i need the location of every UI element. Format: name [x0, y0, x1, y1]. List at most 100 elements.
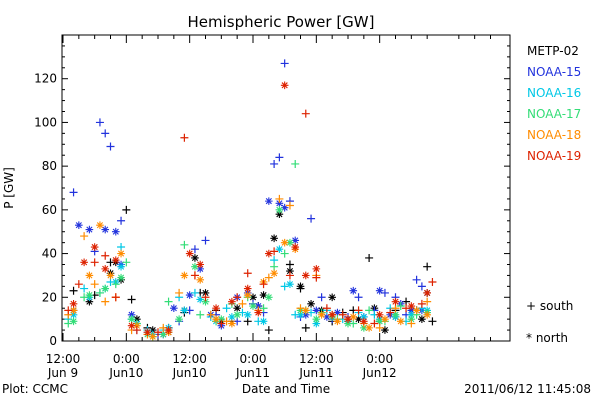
south-point	[375, 323, 384, 332]
north-point	[275, 199, 284, 208]
north-point	[312, 265, 321, 273]
north-point	[407, 310, 416, 319]
south-point	[428, 277, 437, 286]
north-point	[111, 227, 120, 236]
north-point	[85, 291, 94, 299]
north-point	[101, 284, 110, 293]
south-point	[275, 194, 284, 203]
south-point	[423, 297, 432, 306]
north-point	[133, 315, 141, 323]
north-point	[148, 332, 157, 341]
south-point	[217, 319, 226, 328]
south-point	[127, 295, 136, 304]
north-point	[254, 308, 263, 317]
x-tick-date: Jun12	[362, 366, 397, 380]
north-point	[407, 302, 416, 310]
north-point	[280, 203, 289, 212]
north-point	[354, 315, 363, 323]
south-point	[90, 258, 99, 267]
south-point	[238, 299, 247, 308]
south-point	[264, 326, 273, 335]
y-tick-label: 20	[42, 290, 57, 304]
legend-entry: NOAA-15	[527, 65, 581, 79]
south-point	[201, 293, 210, 302]
north-point	[85, 271, 94, 280]
south-point	[285, 201, 294, 210]
north-point	[270, 269, 278, 278]
south-point	[190, 245, 199, 254]
north-point	[360, 313, 368, 321]
x-tick-time: 0:00	[113, 352, 140, 366]
north-point	[243, 291, 252, 299]
plot-timestamp: 2011/06/12 11:45:08	[464, 382, 591, 396]
plot-axes	[61, 34, 511, 342]
north-point	[249, 293, 257, 302]
north-point	[296, 310, 305, 319]
north-point	[375, 317, 384, 326]
north-point	[328, 293, 336, 302]
south-point	[312, 273, 321, 282]
plot-credit: Plot: CCMC	[2, 382, 68, 396]
north-point	[259, 317, 268, 326]
north-point	[228, 319, 236, 328]
south-point	[264, 273, 273, 282]
north-point	[243, 310, 252, 319]
north-point	[280, 81, 289, 90]
plot-frame	[61, 34, 511, 342]
north-point	[117, 262, 125, 271]
x-tick-time: 12:00	[299, 352, 334, 366]
north-point	[69, 300, 78, 308]
south-point	[407, 319, 416, 328]
south-point	[275, 153, 284, 162]
legend: METP-02 NOAA-15 NOAA-16 NOAA-17 NOAA-18 NOAA-…	[527, 44, 581, 163]
north-point	[391, 310, 400, 319]
north-point	[344, 319, 352, 328]
north-point	[191, 262, 199, 271]
y-axis: 0 20 40 60 80 100 120	[34, 45, 510, 348]
north-point	[69, 310, 78, 319]
south-point	[80, 232, 89, 241]
chart-title: Hemispheric Power [GW]	[188, 13, 375, 31]
north-point	[127, 315, 136, 323]
north-point	[349, 313, 358, 321]
south-point	[69, 188, 78, 197]
north-point	[265, 293, 273, 302]
north-point	[101, 265, 110, 273]
south-point	[64, 306, 73, 315]
north-point	[212, 304, 220, 313]
north-point	[360, 317, 368, 326]
north-point	[148, 326, 157, 334]
south-point	[243, 269, 252, 278]
north-point	[301, 310, 310, 319]
north-point	[69, 306, 78, 315]
north-point	[312, 306, 321, 315]
x-tick-time: 0:00	[366, 352, 393, 366]
north-point	[127, 321, 136, 330]
marker-legend: + south * north	[526, 299, 573, 345]
x-tick-time: 0:00	[240, 352, 267, 366]
legend-entry: NOAA-17	[527, 107, 581, 121]
south-point	[132, 326, 141, 335]
south-point	[417, 299, 426, 308]
south-point	[164, 297, 173, 306]
south-point	[301, 323, 310, 332]
south-point	[122, 205, 131, 214]
north-point	[196, 265, 205, 273]
north-point	[291, 243, 300, 251]
north-point	[328, 310, 336, 319]
north-point	[275, 245, 284, 253]
data-points	[64, 59, 437, 341]
south-point	[280, 59, 289, 68]
north-point	[307, 300, 315, 308]
south-point	[391, 304, 400, 313]
south-point	[270, 262, 279, 271]
south-point	[101, 129, 110, 138]
north-point	[69, 317, 78, 326]
north-point	[249, 302, 257, 310]
north-point	[201, 297, 210, 306]
south-point	[222, 304, 231, 313]
south-point	[354, 306, 363, 315]
x-tick-time: 12:00	[46, 352, 81, 366]
south-point	[280, 249, 289, 258]
south-point	[180, 240, 189, 249]
